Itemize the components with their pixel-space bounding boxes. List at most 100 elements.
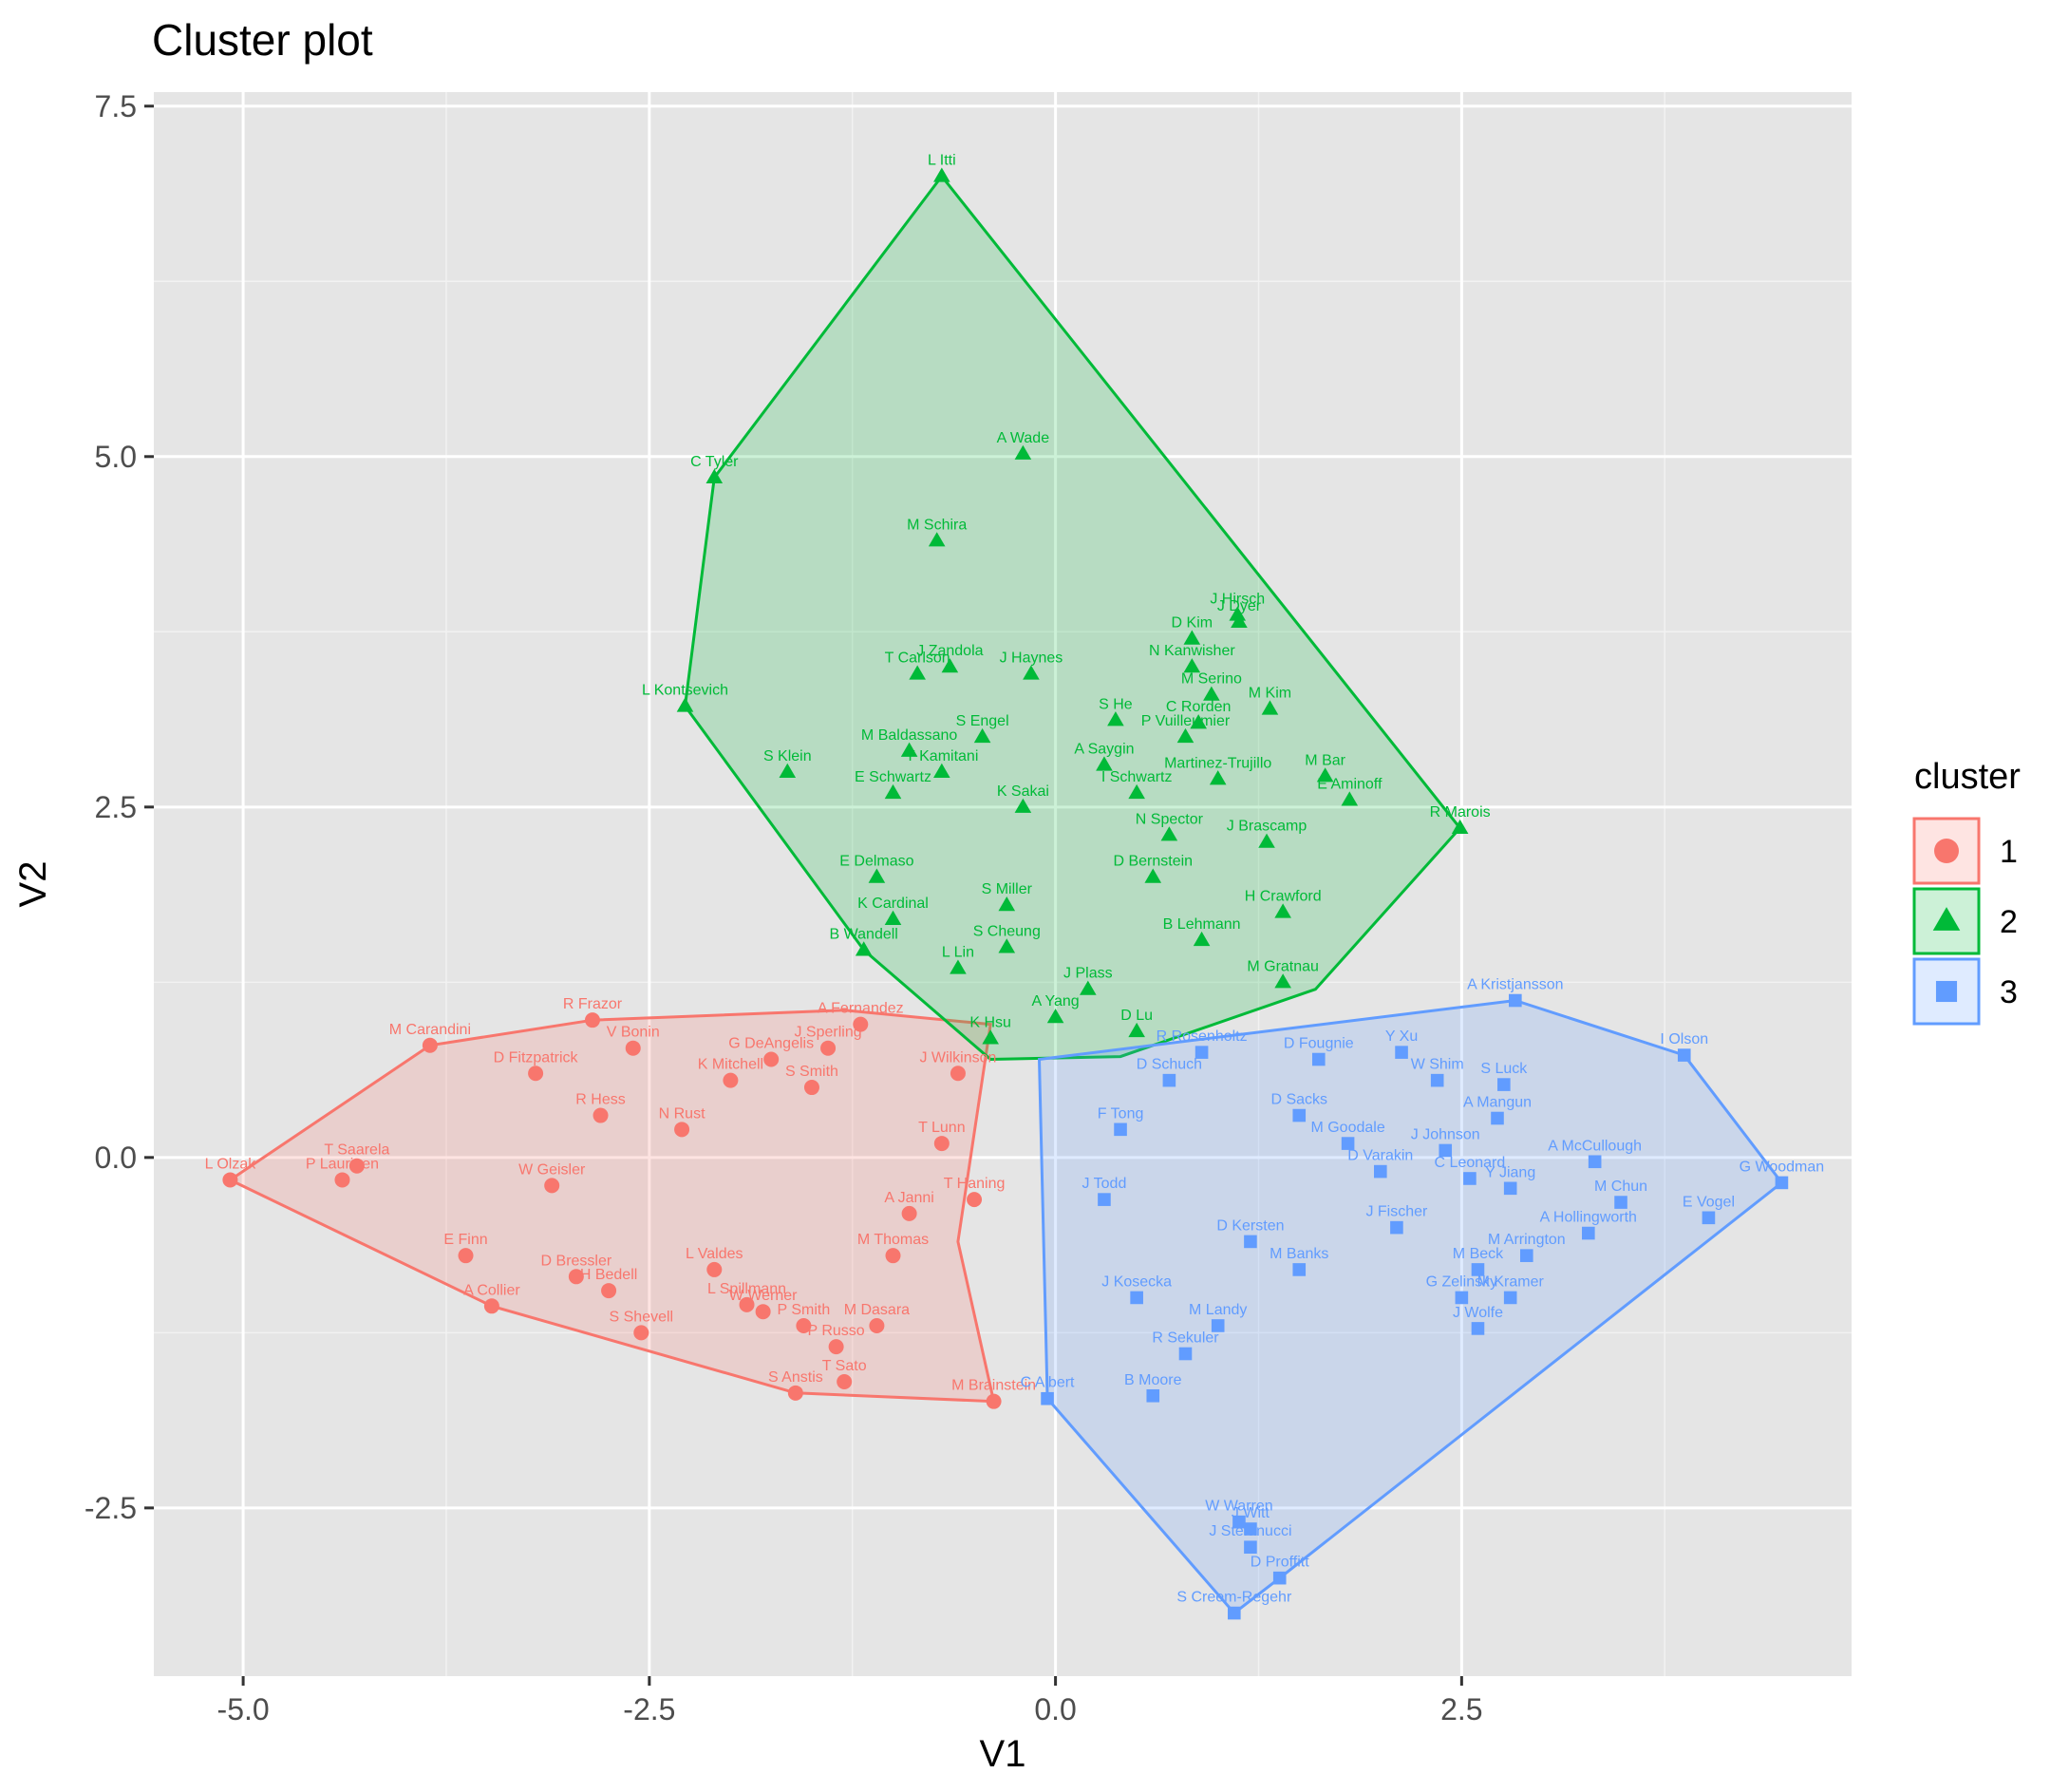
cluster-2-point-label: M Kim	[1249, 685, 1291, 701]
y-tick-label: 0.0	[95, 1141, 137, 1175]
cluster-2-point-label: A Wade	[997, 430, 1050, 446]
grid-lines	[154, 92, 1852, 1676]
cluster-1-point	[837, 1374, 853, 1390]
legend-item-2: 2	[1912, 887, 2018, 955]
cluster-3-point-label: A Kristjansson	[1467, 977, 1563, 993]
cluster-1-point-label: R Frazor	[563, 996, 623, 1012]
cluster-1-point-label: L Valdes	[686, 1246, 743, 1262]
cluster-3-point	[1114, 1122, 1127, 1137]
cluster-3-point-label: C Albert	[1021, 1375, 1075, 1391]
cluster-3-point	[1395, 1046, 1408, 1059]
cluster-2-point-label: J Dyer	[1217, 598, 1262, 614]
cluster-2-point-label: J Zandola	[916, 643, 983, 659]
cluster-2-point-label: L Kontsevich	[642, 683, 728, 699]
cluster-3-point	[1491, 1111, 1504, 1125]
cluster-2-point-label: D Lu	[1120, 1008, 1153, 1024]
cluster-1-point-label: T Haning	[944, 1176, 1006, 1192]
cluster-1-point-label: W Geisler	[518, 1161, 586, 1178]
cluster-2-point	[1183, 658, 1201, 673]
cluster-3-point	[1614, 1196, 1627, 1209]
cluster-2-point	[1046, 1009, 1064, 1024]
cluster-3-point-label: A Mangun	[1463, 1095, 1532, 1111]
cluster-2-point-label: N Kanwisher	[1149, 643, 1235, 659]
cluster-2-point-label: P Vuilleumier	[1141, 713, 1231, 729]
cluster-2-point-label: N Spector	[1136, 811, 1204, 827]
cluster-1-point	[528, 1066, 544, 1082]
cluster-2-point	[1258, 833, 1275, 848]
cluster-1-point-label: V Bonin	[607, 1025, 660, 1041]
cluster-1-point	[755, 1304, 771, 1320]
cluster-2-point-label: L Itti	[928, 153, 956, 169]
cluster-3-point-label: R Rosenholtz	[1157, 1028, 1248, 1045]
chart-title: Cluster plot	[152, 15, 373, 65]
cluster-1-point-label: S Shevell	[610, 1309, 674, 1325]
cluster-3-point	[1228, 1606, 1241, 1620]
cluster-3-point-label: S Luck	[1480, 1061, 1528, 1077]
legend-marker-2	[1932, 907, 1961, 931]
cluster-3-point-label: D Fougnie	[1284, 1036, 1354, 1052]
cluster-2-point-label: D Bernstein	[1113, 854, 1193, 870]
cluster-3-point	[1272, 1571, 1287, 1585]
cluster-1-point	[986, 1393, 1002, 1409]
cluster-3-point-label: J Kosecka	[1101, 1273, 1172, 1290]
plot-panel	[154, 92, 1852, 1676]
legend-title: cluster	[1914, 757, 2021, 797]
cluster-2-point	[1128, 783, 1145, 800]
cluster-1-point	[787, 1385, 803, 1401]
cluster-3-point	[1430, 1073, 1444, 1087]
cluster-2-point	[676, 697, 694, 712]
legend-item-3: 3	[1912, 957, 2018, 1026]
cluster-2-point	[1144, 868, 1162, 883]
cluster-1-point	[967, 1192, 983, 1208]
cluster-1-point	[625, 1040, 641, 1056]
cluster-2-point-label: Martinez-Trujillo	[1164, 755, 1271, 771]
cluster-3-point	[1244, 1540, 1257, 1554]
cluster-2-point-label: K Cardinal	[857, 896, 929, 912]
x-tick-label: 0.0	[1034, 1692, 1076, 1726]
cluster-3-point	[1211, 1319, 1225, 1332]
cluster-2-point	[1316, 767, 1334, 783]
cluster-2-point-label: B Wandell	[830, 926, 898, 942]
legend-marker-1	[1934, 839, 1959, 863]
cluster-3-point-label: A McCullough	[1548, 1138, 1642, 1154]
cluster-2-point	[973, 727, 991, 744]
cluster-2-point	[1160, 826, 1178, 841]
cluster-1-point-label: P Russo	[808, 1323, 865, 1339]
cluster-1-point-label: P Smith	[778, 1302, 831, 1318]
cluster-3-point	[1244, 1522, 1257, 1536]
cluster-3-point-label: C Leonard	[1435, 1155, 1506, 1171]
cluster-2-point-label: E Delmaso	[839, 854, 913, 870]
cluster-2-point	[900, 742, 918, 757]
cluster-3-point-label: D Proffitt	[1251, 1555, 1310, 1571]
cluster-2-point-label: H Crawford	[1245, 889, 1322, 905]
cluster-1-point-label: G DeAngelis	[728, 1036, 814, 1052]
cluster-2-point-label: E Aminoff	[1317, 776, 1382, 792]
cluster-3-point	[1244, 1235, 1257, 1249]
cluster-3-point	[1041, 1391, 1054, 1405]
legend-label-2: 2	[2000, 904, 2018, 940]
legend-item-1: 1	[1912, 817, 2018, 885]
cluster-1-point-label: M Thomas	[857, 1232, 929, 1248]
cluster-2-point	[928, 532, 946, 547]
cluster-3-point-label: Y Xu	[1385, 1028, 1418, 1045]
cluster-3-point-label: B Moore	[1124, 1372, 1182, 1388]
cluster-2-point-label: L Lin	[942, 945, 974, 961]
cluster-1-point	[674, 1122, 690, 1138]
cluster-2-point	[868, 868, 886, 883]
x-tick-label: -5.0	[217, 1692, 270, 1726]
cluster-2-point-label: M Baldassano	[861, 727, 957, 744]
cluster-points	[222, 167, 1789, 1620]
y-tick-label: 7.5	[95, 89, 137, 123]
cluster-3-point	[1471, 1263, 1485, 1276]
cluster-1-point	[584, 1012, 600, 1028]
cluster-2-point	[1014, 444, 1032, 460]
y-tick-label: -2.5	[85, 1491, 137, 1525]
cluster-3-point	[1503, 1181, 1517, 1196]
cluster-2-point	[1341, 791, 1359, 806]
cluster-2-point-label: J Hirsch	[1210, 592, 1265, 608]
cluster-1-point-label: J Wilkinson	[919, 1049, 996, 1066]
cluster-1-point-label: W Werner	[729, 1288, 798, 1304]
cluster-3-point-label: W Warren	[1205, 1499, 1272, 1515]
cluster-3-point	[1497, 1078, 1511, 1091]
cluster-3-point-label: E Vogel	[1683, 1194, 1735, 1210]
